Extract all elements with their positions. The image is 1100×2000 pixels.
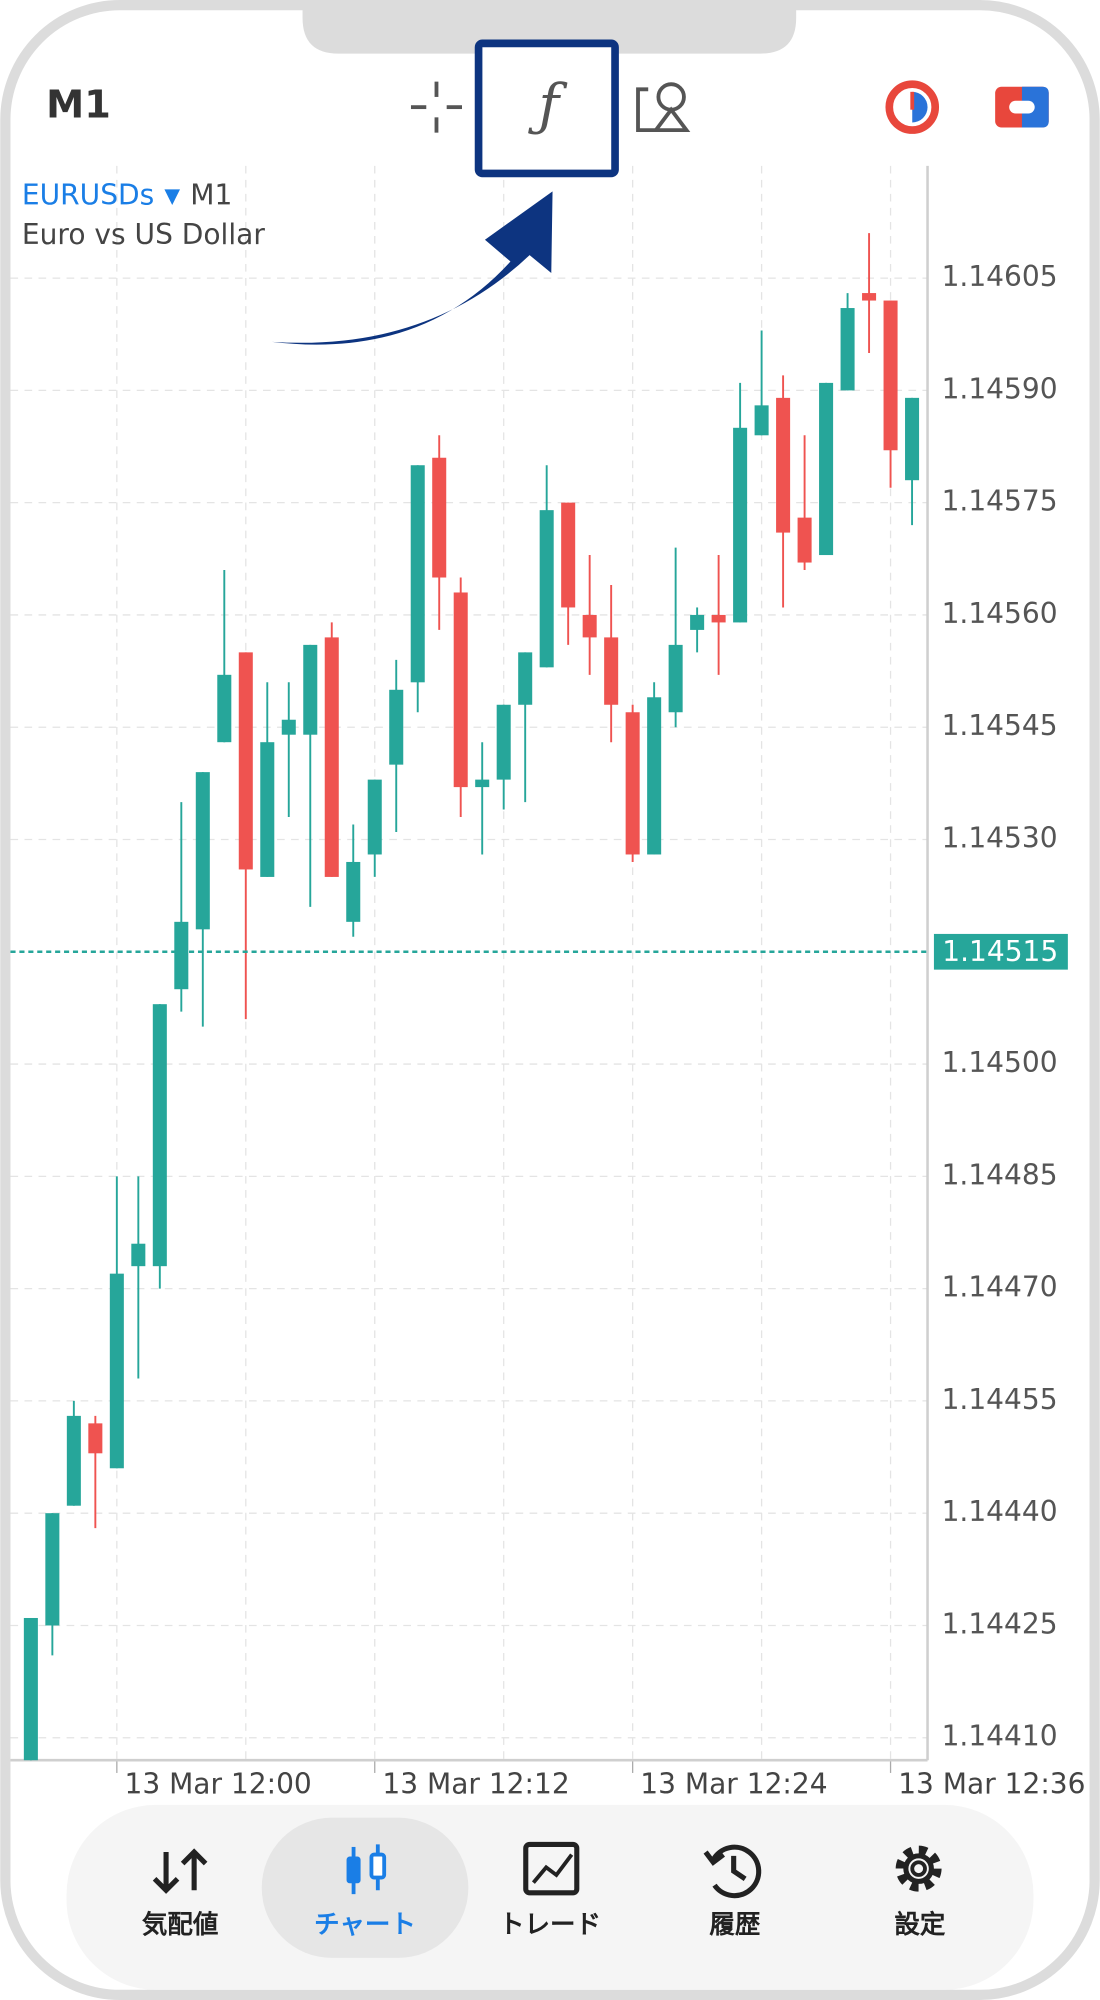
crosshair-icon[interactable]	[410, 81, 462, 133]
candle-body	[539, 510, 554, 668]
candle-body	[905, 397, 920, 481]
candle-body	[754, 405, 769, 436]
y-tick-label: 1.14560	[942, 597, 1058, 630]
y-tick-label: 1.14455	[942, 1383, 1058, 1416]
nav-label: 設定	[894, 1910, 946, 1940]
symbol[interactable]: EURUSDs	[22, 178, 154, 211]
y-tick-label: 1.14545	[942, 709, 1058, 742]
candle-body	[152, 1004, 167, 1267]
candle-body	[260, 742, 275, 877]
nav-label: 履歴	[709, 1910, 761, 1940]
y-tick-label: 1.14605	[942, 260, 1058, 293]
current-price-label: 1.14515	[942, 935, 1058, 968]
y-tick-label: 1.14410	[942, 1720, 1058, 1753]
candle-body	[195, 772, 210, 930]
candle-body	[346, 861, 361, 922]
y-tick-label: 1.14425	[942, 1607, 1058, 1640]
candle-body	[174, 921, 189, 990]
x-tick-label: 13 Mar 12:00	[124, 1768, 311, 1801]
nav-label: チャート	[314, 1910, 416, 1940]
candle-body	[109, 1273, 124, 1469]
candle-body	[367, 779, 382, 855]
chart: 1.14605 1.14590 1.14575 1.14560 1.14545 1.145…	[10, 165, 1085, 1801]
candle-body	[23, 1617, 38, 1761]
nav-item[interactable]: 気配値	[142, 1848, 219, 1940]
candle-body	[66, 1415, 81, 1506]
candle-body	[432, 457, 447, 578]
candle-body	[131, 1243, 146, 1267]
candle-body	[88, 1423, 103, 1454]
nav-label: トレード	[499, 1910, 601, 1940]
nav-active-bg	[261, 1817, 469, 1958]
nav-icon	[895, 1845, 942, 1892]
nav-icon	[523, 1841, 580, 1896]
nav-item[interactable]: 設定	[894, 1845, 946, 1940]
candle-body	[819, 382, 834, 556]
clock-icon[interactable]	[885, 80, 940, 134]
candle-body	[496, 704, 511, 780]
y-tick-label: 1.14590	[942, 372, 1058, 405]
y-tick-label: 1.14575	[942, 485, 1058, 518]
candle-body	[625, 712, 640, 855]
candle-body	[453, 592, 468, 788]
trade-icon[interactable]	[995, 86, 1049, 128]
candle-body	[518, 652, 533, 705]
y-tick-label: 1.14470	[942, 1271, 1058, 1304]
candle-body	[561, 502, 576, 608]
nav-icon	[703, 1844, 762, 1899]
highlight-box	[474, 39, 619, 178]
nav-item[interactable]: 履歴	[703, 1844, 762, 1940]
nav-item[interactable]: トレード	[499, 1841, 601, 1940]
candle-body	[475, 779, 490, 788]
x-tick-label: 13 Mar 12:36	[898, 1768, 1085, 1801]
candle-body	[776, 397, 791, 533]
candle-body	[238, 652, 253, 870]
nav-icon	[152, 1848, 208, 1894]
nav-icon	[346, 1844, 387, 1895]
nav-label: 気配値	[142, 1910, 219, 1940]
x-tick-label: 13 Mar 12:24	[640, 1768, 827, 1801]
timeframe-button[interactable]: M1	[46, 83, 111, 128]
candle-body	[45, 1513, 60, 1626]
chart-timeframe: M1	[190, 178, 232, 211]
objects-icon[interactable]	[636, 82, 691, 133]
candle-body	[303, 644, 318, 735]
chart-symbol-line: EURUSDs ▼ M1	[22, 178, 232, 211]
y-tick-label: 1.14485	[942, 1158, 1058, 1191]
y-tick-label: 1.14530	[942, 822, 1058, 855]
candle-body	[840, 308, 855, 391]
candle-body	[862, 293, 877, 301]
candle-body	[690, 614, 705, 630]
x-tick-label: 13 Mar 12:12	[382, 1768, 569, 1801]
candle-body	[281, 719, 296, 735]
candle-body	[582, 614, 597, 638]
nav-items: 気配値 チャート トレード 履歴 設定	[142, 1817, 946, 1958]
candle-body	[711, 614, 726, 623]
candle-body	[604, 637, 619, 705]
bottom-nav	[66, 1804, 1034, 1990]
symbol-description: Euro vs US Dollar	[22, 218, 265, 251]
candle-body	[647, 697, 662, 855]
current-price-box	[933, 933, 1068, 970]
nav-item[interactable]: チャート	[261, 1817, 469, 1958]
candle-body	[883, 300, 898, 451]
y-tick-label: 1.14440	[942, 1495, 1058, 1528]
y-tick-label: 1.14500	[942, 1046, 1058, 1079]
notch	[302, 0, 797, 54]
candle-body	[217, 674, 232, 743]
candle-body	[324, 637, 339, 877]
candle-body	[410, 465, 425, 683]
candle-body	[668, 644, 683, 713]
candle-body	[797, 517, 812, 563]
candle-body	[389, 689, 404, 765]
candle-body	[733, 427, 748, 623]
